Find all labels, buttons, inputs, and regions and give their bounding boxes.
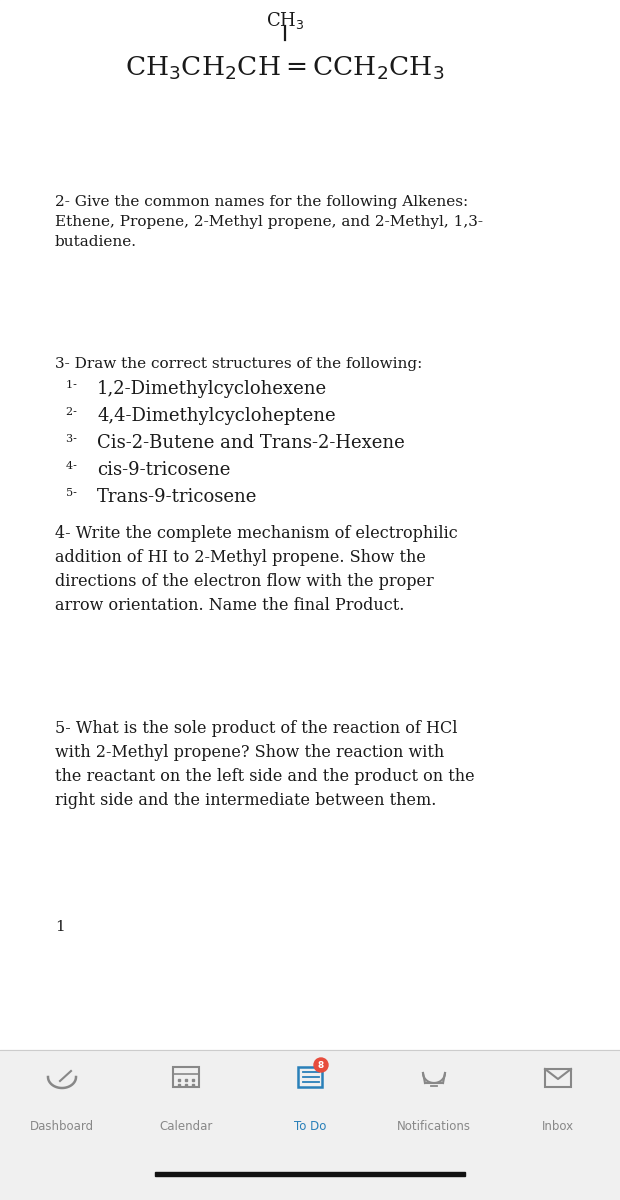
Text: 4,4-Dimethylcycloheptene: 4,4-Dimethylcycloheptene (97, 407, 335, 425)
Text: 2-: 2- (66, 407, 80, 416)
Text: To Do: To Do (294, 1120, 326, 1133)
Text: cis-9-tricosene: cis-9-tricosene (97, 461, 231, 479)
Bar (298, 1067, 322, 1087)
Text: CH$_3$CH$_2$CH$=$CCH$_2$CH$_3$: CH$_3$CH$_2$CH$=$CCH$_2$CH$_3$ (125, 55, 445, 83)
Text: 1-: 1- (66, 380, 80, 390)
Bar (173, 1067, 199, 1087)
Text: CH$_3$: CH$_3$ (266, 10, 304, 31)
Bar (0, 0, 620, 1050)
Text: Cis-2-Butene and Trans-2-Hexene: Cis-2-Butene and Trans-2-Hexene (97, 434, 405, 452)
Text: 4- Write the complete mechanism of electrophilic
addition of HI to 2-Methyl prop: 4- Write the complete mechanism of elect… (55, 526, 458, 614)
Bar (155, 1172, 465, 1176)
Text: 4-: 4- (66, 461, 80, 470)
Text: 1,2-Dimethylcyclohexene: 1,2-Dimethylcyclohexene (97, 380, 327, 398)
Text: 3-: 3- (66, 434, 80, 444)
Text: 1: 1 (55, 920, 64, 934)
Text: 3- Draw the correct structures of the following:: 3- Draw the correct structures of the fo… (55, 358, 422, 371)
Bar (0, 1050, 620, 1200)
Text: 5-: 5- (66, 488, 80, 498)
Circle shape (314, 1058, 328, 1072)
Text: 8: 8 (318, 1061, 324, 1069)
Text: Calendar: Calendar (159, 1120, 213, 1133)
Text: Inbox: Inbox (542, 1120, 574, 1133)
Text: Trans-9-tricosene: Trans-9-tricosene (97, 488, 257, 506)
Text: 5- What is the sole product of the reaction of HCl
with 2-Methyl propene? Show t: 5- What is the sole product of the react… (55, 720, 475, 810)
Text: 2- Give the common names for the following Alkenes:
Ethene, Propene, 2-Methyl pr: 2- Give the common names for the followi… (55, 194, 483, 250)
Text: Notifications: Notifications (397, 1120, 471, 1133)
Bar (545, 1069, 571, 1087)
Text: Dashboard: Dashboard (30, 1120, 94, 1133)
